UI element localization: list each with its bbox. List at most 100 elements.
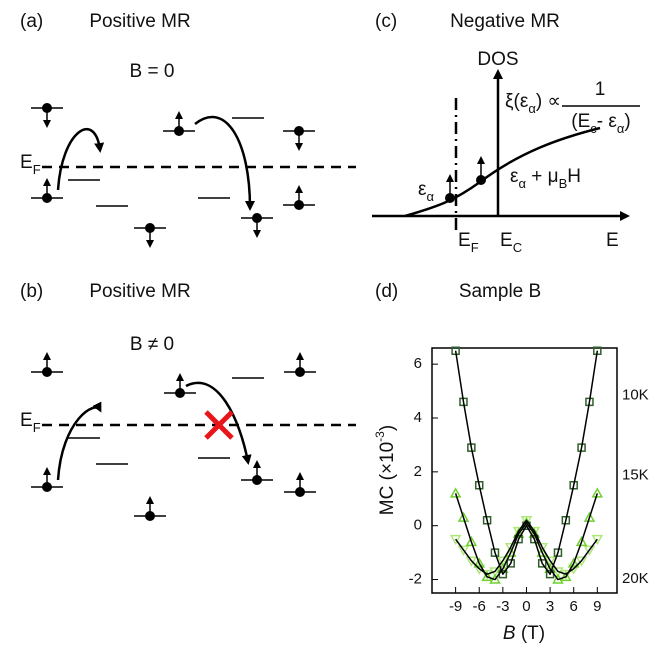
marker: [560, 570, 572, 582]
field-label: B = 0: [130, 61, 175, 82]
fermi-label: EF: [20, 152, 41, 177]
y-axis-label: MC (×10-3): [373, 425, 398, 515]
text-part: α: [528, 101, 536, 116]
fermi-label: EF: [20, 410, 41, 435]
panel-title: Negative MR: [450, 11, 560, 32]
text-part: F: [33, 162, 41, 177]
marker: [591, 534, 604, 546]
x-tick-label: 3: [546, 598, 554, 615]
marker: [482, 516, 492, 525]
marker: [449, 534, 462, 546]
formula: (Ec- εα): [571, 111, 630, 136]
marker: [544, 556, 556, 567]
series-label: 10K: [622, 387, 649, 404]
panel-title: Positive MR: [89, 11, 190, 32]
chart-title: Sample B: [459, 281, 541, 302]
text-part: + μ: [526, 166, 559, 187]
text-part: α: [518, 176, 526, 191]
tick-label: EC: [500, 230, 522, 255]
x-tick-label: -3: [496, 598, 509, 615]
formula: ξ(εα) ∝: [505, 91, 561, 116]
text-part: -3: [373, 431, 387, 442]
marker: [575, 535, 588, 547]
blocked-mark: [204, 410, 234, 440]
text-part: B: [559, 176, 568, 191]
panel-label: (d): [375, 281, 398, 302]
text-part: MC (×10: [377, 442, 398, 515]
marker: [474, 481, 484, 490]
x-tick-label: -6: [473, 598, 486, 615]
text-part: α: [617, 121, 625, 136]
text-part: E: [458, 230, 471, 251]
text-part: E: [500, 230, 513, 251]
y-tick-label: 2: [414, 463, 422, 480]
text-part: ξ(ε: [505, 91, 529, 112]
hop-arrow: [185, 381, 252, 465]
marker: [457, 511, 470, 522]
x-axis-label: B (T): [503, 623, 545, 644]
marker: [465, 556, 478, 567]
hop-arrow: [56, 128, 105, 191]
marker: [498, 569, 508, 579]
marker: [481, 569, 493, 581]
text-part: - ε: [597, 111, 618, 132]
y-tick-label: 6: [414, 355, 422, 372]
text-part: C: [513, 240, 522, 255]
y-tick-label: 0: [414, 517, 422, 534]
y-tick-label: -2: [409, 571, 422, 588]
text-part: H: [567, 166, 581, 187]
marker: [449, 487, 462, 498]
field-label: B ≠ 0: [130, 334, 174, 355]
marker: [481, 570, 493, 582]
y-tick-label: 4: [414, 409, 422, 426]
marker: [465, 535, 478, 547]
marker: [567, 564, 580, 575]
x-tick-label: -9: [449, 598, 462, 615]
panel-label: (a): [20, 11, 43, 32]
marker: [583, 545, 596, 556]
text-part: α: [426, 189, 434, 204]
marker: [560, 569, 572, 581]
text-part: E: [20, 410, 33, 431]
panel-label: (c): [375, 11, 397, 32]
marker: [591, 487, 604, 498]
marker: [583, 511, 596, 522]
x-tick-label: 9: [593, 598, 601, 615]
text-part: F: [471, 240, 479, 255]
text-part: (E: [571, 111, 590, 132]
x-tick-label: 0: [522, 598, 530, 615]
text-part: ε: [510, 166, 519, 187]
marker: [467, 443, 476, 452]
text-part: ): [624, 111, 630, 132]
text-part: E: [20, 152, 33, 173]
text-part: ε: [418, 179, 427, 200]
marker: [567, 557, 580, 568]
hop-arrow: [194, 115, 255, 211]
marker: [520, 516, 533, 527]
text-part: ): [377, 425, 398, 431]
marker: [473, 564, 486, 575]
plot-frame: [431, 347, 618, 594]
marker: [459, 397, 468, 407]
series-label: 15K: [622, 466, 649, 483]
state-label: εα + μBH: [510, 166, 581, 191]
panel-label: (b): [20, 281, 43, 302]
marker: [473, 557, 486, 568]
text-part: B: [503, 623, 516, 644]
marker: [575, 556, 588, 567]
marker: [537, 559, 547, 568]
text-part: ) ∝: [536, 91, 561, 112]
fit-line: [455, 519, 598, 575]
x-tick-label: 6: [570, 598, 578, 615]
series-label: 20K: [622, 570, 649, 587]
marker: [497, 556, 509, 567]
text-part: F: [33, 420, 41, 435]
text-part: (T): [516, 623, 546, 644]
tick-label: EF: [458, 230, 479, 255]
fit-line: [454, 493, 599, 581]
marker: [512, 527, 525, 539]
marker: [593, 346, 602, 355]
tick-label: E: [606, 230, 619, 251]
marker: [457, 545, 470, 556]
